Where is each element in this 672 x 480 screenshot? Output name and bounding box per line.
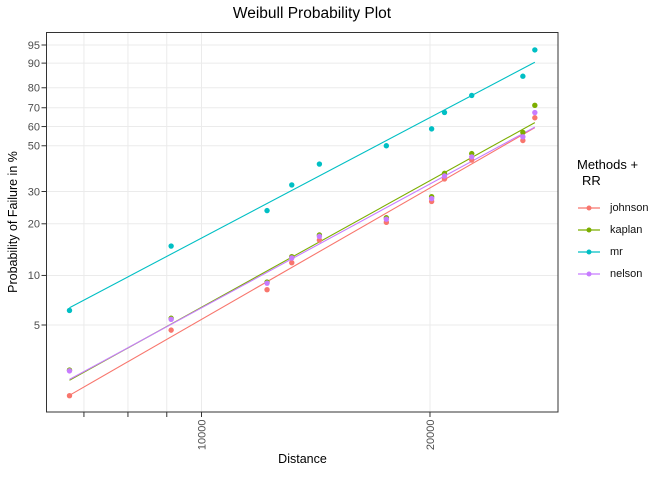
point-mr: [441, 109, 448, 116]
legend-key-mr: [578, 249, 600, 255]
point-mr: [532, 47, 538, 53]
point-kaplan: [520, 129, 526, 136]
point-nelson: [441, 173, 448, 179]
x-tick-label: 20000: [425, 420, 437, 451]
y-tick-label: 80: [28, 83, 40, 95]
point-nelson: [168, 316, 174, 322]
legend-item-mr: mr: [577, 241, 672, 263]
point-johnson: [532, 115, 538, 121]
y-tick-label: 60: [28, 121, 40, 133]
y-tick-label: 50: [28, 141, 40, 153]
point-kaplan: [532, 102, 538, 109]
legend-key-kaplan: [578, 227, 600, 233]
legend-title: Methods + RR: [577, 157, 672, 189]
point-johnson: [168, 327, 174, 333]
point-mr: [264, 207, 270, 214]
legend-label-kaplan: kaplan: [610, 224, 643, 236]
x-tick-label: 10000: [196, 420, 208, 451]
point-johnson: [316, 237, 323, 243]
legend-label-nelson: nelson: [610, 268, 643, 280]
legend-key-nelson: [578, 271, 600, 277]
legend-item-johnson: johnson: [577, 197, 672, 219]
panel-background: [46, 32, 558, 412]
legend-key-johnson: [578, 205, 600, 211]
y-tick-label: 20: [28, 219, 40, 231]
point-mr: [66, 307, 73, 314]
legend-key-point: [586, 227, 592, 233]
point-mr: [520, 73, 526, 79]
x-axis-title: Distance: [278, 452, 327, 466]
y-tick-label: 90: [28, 58, 40, 70]
legend-item-kaplan: kaplan: [577, 219, 672, 241]
legend-item-nelson: nelson: [577, 263, 672, 285]
point-nelson: [428, 195, 435, 202]
y-tick-label: 95: [28, 40, 40, 52]
legend-key-point: [586, 205, 592, 211]
point-nelson: [383, 216, 390, 222]
y-tick-label: 30: [28, 186, 40, 198]
legend: Methods + RR johnson kaplan mr nelson: [577, 157, 672, 285]
point-mr: [168, 243, 174, 249]
fit-line-nelson: [69, 126, 536, 380]
point-johnson: [66, 392, 73, 399]
point-mr: [383, 143, 390, 149]
legend-label-mr: mr: [610, 246, 623, 258]
point-nelson: [66, 368, 73, 374]
point-nelson: [532, 109, 538, 116]
point-johnson: [520, 137, 526, 144]
legend-title-line2: RR: [582, 173, 601, 188]
fit-line-mr: [69, 61, 536, 309]
legend-items: johnson kaplan mr nelson: [577, 197, 672, 285]
point-mr: [428, 126, 435, 132]
point-johnson: [264, 286, 270, 293]
point-nelson: [469, 154, 475, 160]
legend-key-point: [586, 249, 592, 255]
legend-key-point: [586, 271, 592, 277]
point-nelson: [316, 233, 323, 240]
legend-title-line1: Methods +: [577, 157, 639, 172]
y-axis-title: Probability of Failure in %: [6, 151, 20, 293]
point-mr: [289, 182, 295, 188]
legend-label-johnson: johnson: [610, 202, 649, 214]
plot-title: Weibull Probability Plot: [232, 5, 392, 22]
point-nelson: [520, 134, 526, 140]
point-nelson: [264, 280, 270, 286]
point-nelson: [289, 255, 295, 261]
point-mr: [469, 92, 475, 99]
point-mr: [316, 161, 323, 167]
y-tick-label: 5: [34, 320, 40, 332]
point-johnson: [289, 259, 295, 266]
panel-border: [46, 32, 559, 413]
y-tick-label: 10: [28, 270, 40, 282]
y-tick-label: 70: [28, 103, 40, 115]
fit-line-johnson: [69, 127, 536, 396]
